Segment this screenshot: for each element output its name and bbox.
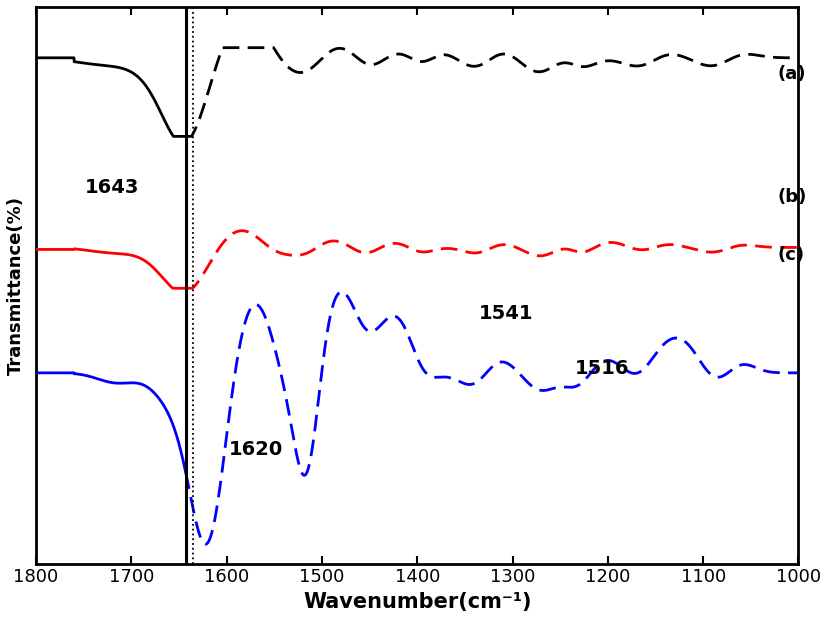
Text: 1643: 1643 <box>84 178 139 196</box>
X-axis label: Wavenumber(cm⁻¹): Wavenumber(cm⁻¹) <box>303 592 531 612</box>
Text: 1620: 1620 <box>228 440 283 459</box>
Text: (c): (c) <box>777 246 804 264</box>
Y-axis label: Transmittance(%): Transmittance(%) <box>7 196 25 374</box>
Text: (a): (a) <box>777 66 805 84</box>
Text: 1516: 1516 <box>574 358 629 378</box>
Text: (b): (b) <box>777 188 806 206</box>
Text: 1541: 1541 <box>479 304 533 323</box>
